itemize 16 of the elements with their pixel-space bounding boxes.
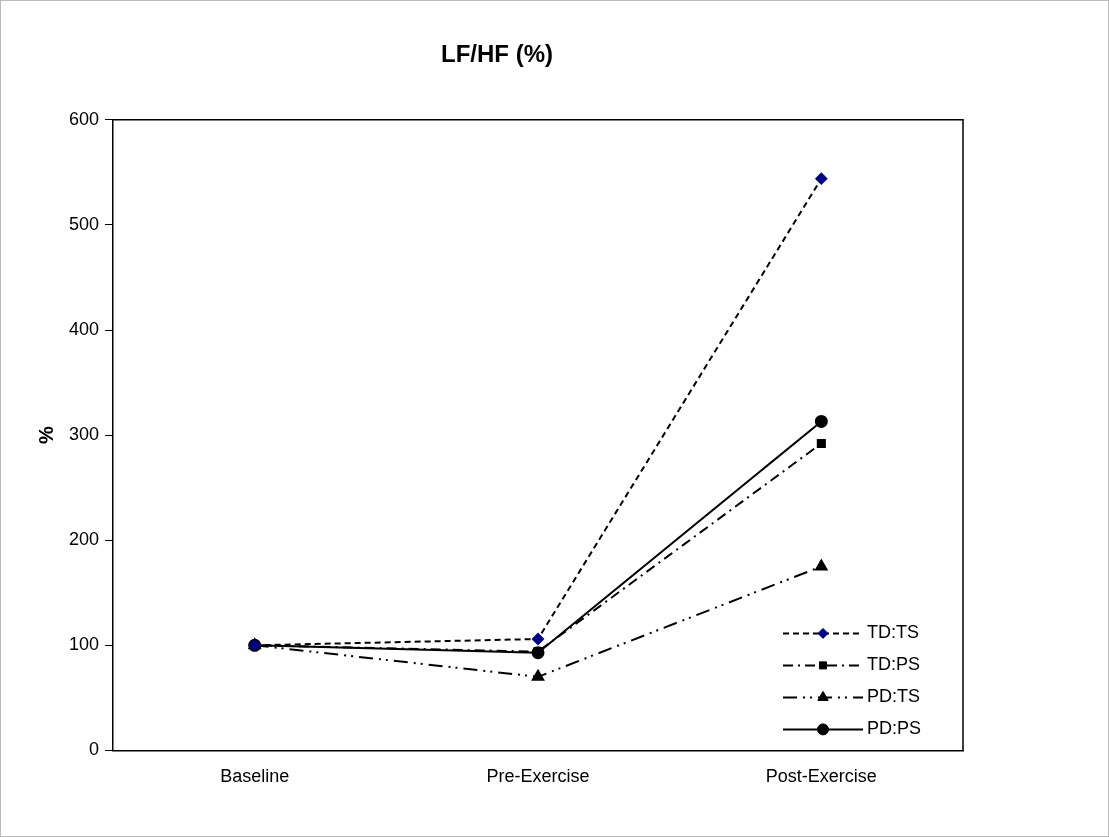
- y-tick-label: 500: [68, 213, 100, 234]
- chart-title: LF/HF (%): [441, 40, 553, 68]
- y-tick-label: 100: [68, 634, 100, 655]
- y-tick-label: 0: [89, 739, 100, 760]
- y-tick-label: 300: [68, 424, 100, 445]
- x-tick-label: Pre-Exercise: [486, 766, 590, 787]
- x-tick-label: Baseline: [220, 766, 290, 787]
- y-tick-label: 200: [68, 529, 100, 550]
- legend-label: PD:PS: [867, 718, 922, 739]
- y-tick-label: 400: [68, 318, 100, 339]
- y-tick-label: 600: [68, 108, 100, 129]
- y-axis-title: %: [34, 426, 57, 444]
- legend-label: TD:TS: [867, 622, 919, 643]
- legend-label: PD:TS: [867, 686, 921, 707]
- x-tick-label: Post-Exercise: [765, 766, 877, 787]
- legend-label: TD:PS: [867, 654, 921, 675]
